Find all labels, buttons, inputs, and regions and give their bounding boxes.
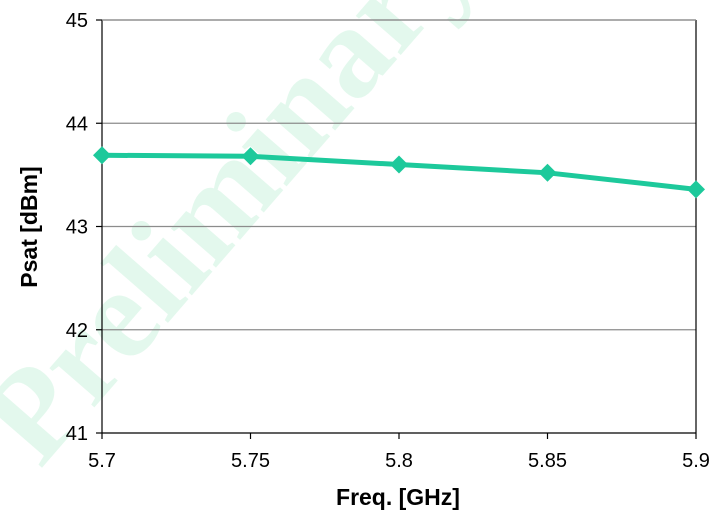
x-tick-label: 5.7 <box>88 450 116 472</box>
x-tick-label: 5.8 <box>385 450 413 472</box>
y-axis-title: Psat [dBm] <box>16 166 42 287</box>
data-point <box>93 146 111 165</box>
x-axis-title: Freq. [GHz] <box>336 484 460 510</box>
watermark: Preliminary <box>0 0 501 489</box>
data-point <box>687 180 705 199</box>
data-point <box>538 163 557 182</box>
series <box>93 146 705 199</box>
data-point <box>241 147 260 166</box>
tick-labels: 41 42 43 44 45 5.7 5.75 5.8 5.85 5.9 <box>66 10 710 472</box>
y-tick-label: 43 <box>66 217 88 239</box>
y-tick-label: 44 <box>66 113 88 135</box>
x-tick-label: 5.9 <box>682 450 710 472</box>
axes <box>96 19 697 439</box>
y-tick-label: 41 <box>66 423 88 445</box>
y-tick-label: 45 <box>66 10 88 32</box>
watermark-text: Preliminary <box>0 0 501 489</box>
x-tick-label: 5.85 <box>528 450 567 472</box>
x-tick-label: 5.75 <box>231 450 270 472</box>
data-point <box>390 155 408 174</box>
y-tick-label: 42 <box>66 320 88 342</box>
